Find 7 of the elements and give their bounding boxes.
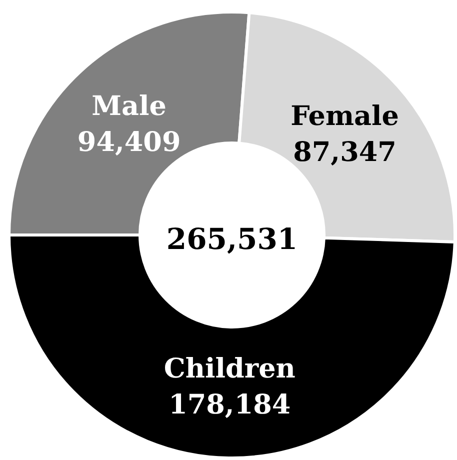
text: 265,531 [166,222,298,256]
data-label: 94,409 [77,126,181,158]
slice-label: Male [92,90,167,122]
slice-label: Children [164,352,296,384]
data-label: 178,184 [168,388,291,420]
slice-label: Female [290,100,399,132]
data-label: 87,347 [293,136,396,168]
